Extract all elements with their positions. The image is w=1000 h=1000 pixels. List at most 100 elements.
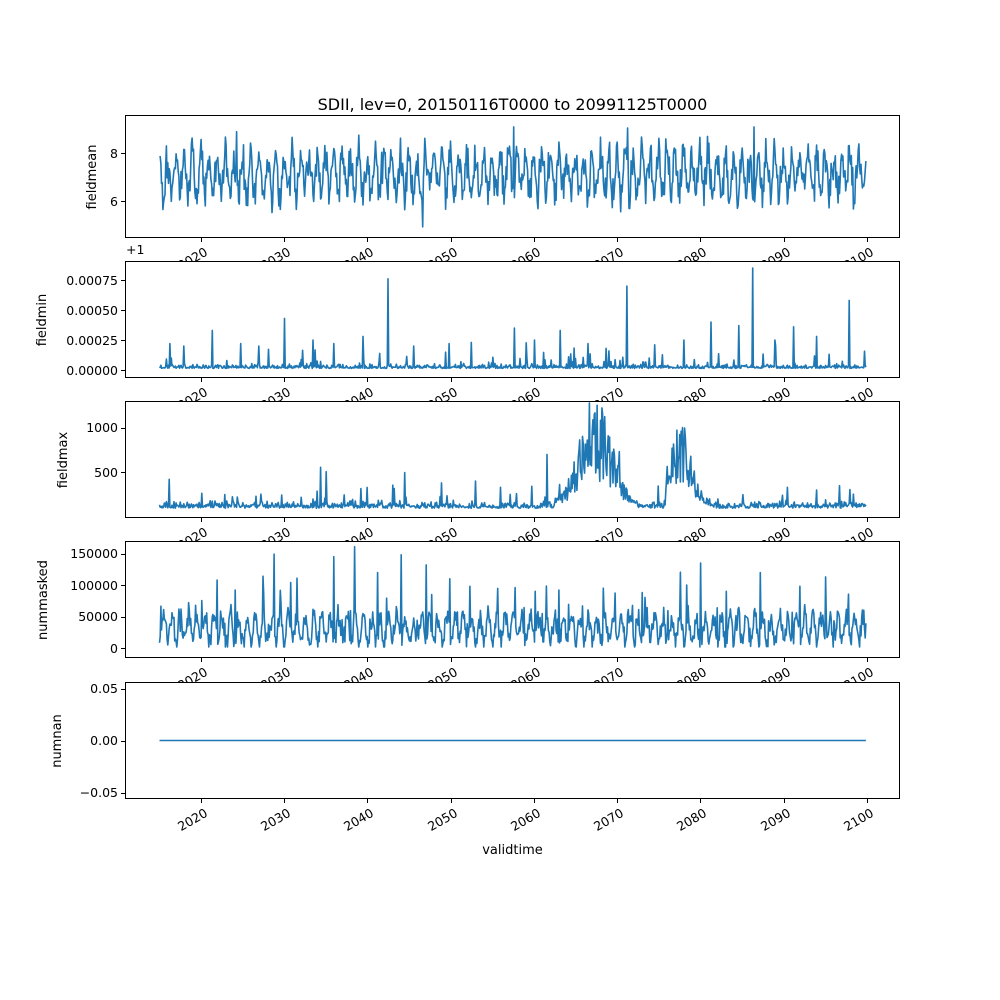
x-tick — [200, 518, 202, 522]
series-nummasked — [158, 545, 867, 648]
y-tick — [121, 153, 125, 155]
y-axis-label-fieldmax: fieldmax — [56, 431, 71, 488]
chart-title: SDII, lev=0, 20150116T0000 to 20991125T0… — [317, 95, 708, 114]
x-tick — [367, 518, 369, 522]
series-fieldmin — [158, 267, 867, 370]
x-tick-label: 2030 — [257, 805, 293, 835]
x-tick — [533, 378, 535, 382]
x-tick — [783, 378, 785, 382]
y-axis-label-numnan: numnan — [50, 713, 65, 768]
x-tick — [617, 238, 618, 242]
x-tick — [866, 658, 868, 662]
y-tick-label: 6 — [110, 193, 118, 209]
x-tick — [284, 518, 285, 522]
x-tick — [284, 238, 285, 242]
x-tick — [533, 238, 535, 242]
x-tick-label: 2070 — [590, 805, 626, 835]
y-tick — [121, 792, 125, 794]
y-axis-label-nummasked: nummasked — [36, 559, 51, 640]
x-tick-label: 2050 — [424, 805, 460, 835]
x-tick-label: 2080 — [674, 805, 710, 835]
x-tick — [783, 799, 785, 803]
line-numnan — [159, 739, 866, 742]
x-tick-label: 2020 — [174, 805, 210, 835]
line-fieldmean — [158, 126, 867, 228]
x-tick — [284, 378, 285, 382]
x-tick — [450, 238, 452, 242]
y-tick-label: 500 — [94, 464, 118, 480]
y-tick — [121, 370, 125, 371]
x-tick — [617, 658, 618, 662]
series-fieldmax — [158, 402, 867, 509]
y-tick — [121, 616, 125, 618]
line-fieldmin — [158, 267, 867, 370]
x-tick — [617, 799, 618, 803]
x-tick — [866, 799, 868, 803]
subplot-fieldmean-panel — [125, 115, 900, 238]
x-tick — [700, 658, 702, 662]
y-tick-label: 1000 — [86, 420, 118, 436]
y-tick-label: 100000 — [70, 577, 118, 593]
x-tick — [783, 518, 785, 522]
y-tick-label: 0 — [110, 640, 118, 656]
x-tick — [450, 378, 452, 382]
y-tick-label: 0.00025 — [66, 332, 118, 348]
y-tick — [121, 472, 125, 474]
x-tick — [617, 518, 618, 522]
series-fieldmean — [158, 126, 867, 228]
y-tick — [121, 340, 125, 341]
x-tick — [700, 378, 702, 382]
x-tick — [700, 238, 702, 242]
subplot-nummasked-panel — [125, 541, 900, 658]
x-tick — [866, 238, 868, 242]
y-tick-label: 0.05 — [90, 681, 118, 696]
x-tick — [783, 658, 785, 662]
x-tick — [700, 799, 702, 803]
x-tick — [367, 378, 369, 382]
x-tick-label: 2060 — [507, 805, 543, 835]
x-tick — [866, 518, 868, 522]
x-tick — [200, 658, 202, 662]
y-tick — [121, 280, 125, 281]
x-tick — [533, 658, 535, 662]
x-axis-label: validtime — [482, 843, 543, 858]
subplot-fieldmax-panel — [125, 401, 900, 518]
x-tick — [367, 658, 369, 662]
x-tick — [617, 378, 618, 382]
y-tick — [121, 201, 125, 202]
x-tick — [450, 518, 452, 522]
x-tick — [450, 658, 452, 662]
y-axis-label-fieldmin: fieldmin — [35, 293, 50, 346]
y-tick-label: 0.00075 — [66, 272, 118, 288]
x-tick — [200, 378, 202, 382]
y-tick-label: 8 — [110, 145, 118, 161]
y-tick-label: 150000 — [70, 546, 118, 562]
x-tick — [284, 799, 285, 803]
x-tick — [200, 799, 202, 803]
y-tick — [121, 740, 125, 742]
line-nummasked — [158, 545, 867, 648]
x-tick-label: 2040 — [341, 805, 377, 835]
axis-offset-text: +1 — [126, 242, 145, 257]
y-tick-label: 0.00000 — [66, 362, 118, 378]
line-fieldmax — [158, 402, 867, 509]
x-tick — [866, 378, 868, 382]
x-tick — [284, 658, 285, 662]
x-tick — [450, 799, 452, 803]
x-tick — [700, 518, 702, 522]
x-tick — [783, 238, 785, 242]
y-tick — [121, 688, 125, 690]
y-tick — [121, 648, 125, 649]
y-tick — [121, 553, 125, 555]
y-tick-label: −0.05 — [79, 785, 118, 800]
y-tick-label: 0.00050 — [66, 302, 118, 318]
subplot-fieldmin-panel — [125, 261, 900, 378]
y-tick — [121, 585, 125, 587]
x-tick-label: 2090 — [757, 805, 793, 835]
x-tick-label: 2100 — [840, 805, 876, 835]
subplot-numnan-panel — [125, 682, 900, 799]
y-tick — [121, 427, 125, 429]
x-tick — [367, 799, 369, 803]
x-tick — [533, 518, 535, 522]
